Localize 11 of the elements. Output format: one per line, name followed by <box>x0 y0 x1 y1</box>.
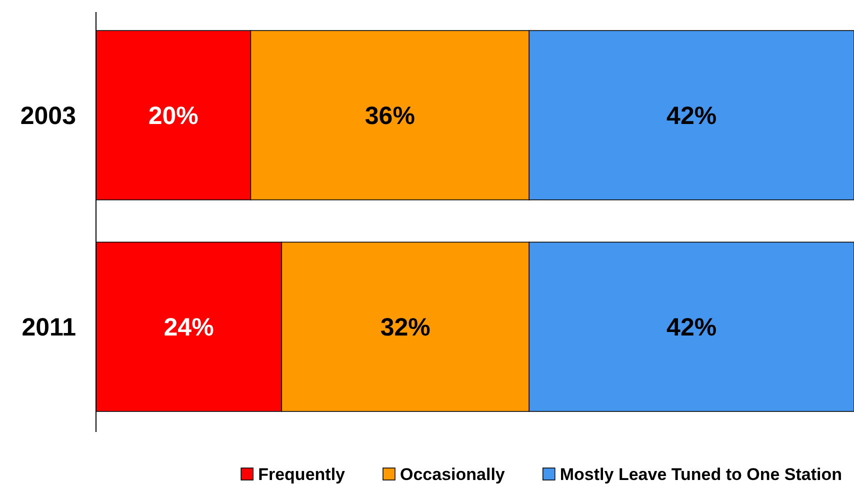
y-tick-label: 2011 <box>22 314 76 342</box>
data-label: 42% <box>666 102 717 130</box>
data-label: 24% <box>164 314 214 342</box>
legend-label: Occasionally <box>400 464 506 484</box>
data-label: 36% <box>364 102 415 130</box>
data-label: 20% <box>148 102 198 130</box>
data-label: 42% <box>666 314 717 342</box>
legend-label: Mostly Leave Tuned to One Station <box>560 464 842 484</box>
legend-label: Frequently <box>258 464 346 484</box>
data-label: 32% <box>380 314 430 342</box>
y-tick-label: 2003 <box>20 102 76 130</box>
